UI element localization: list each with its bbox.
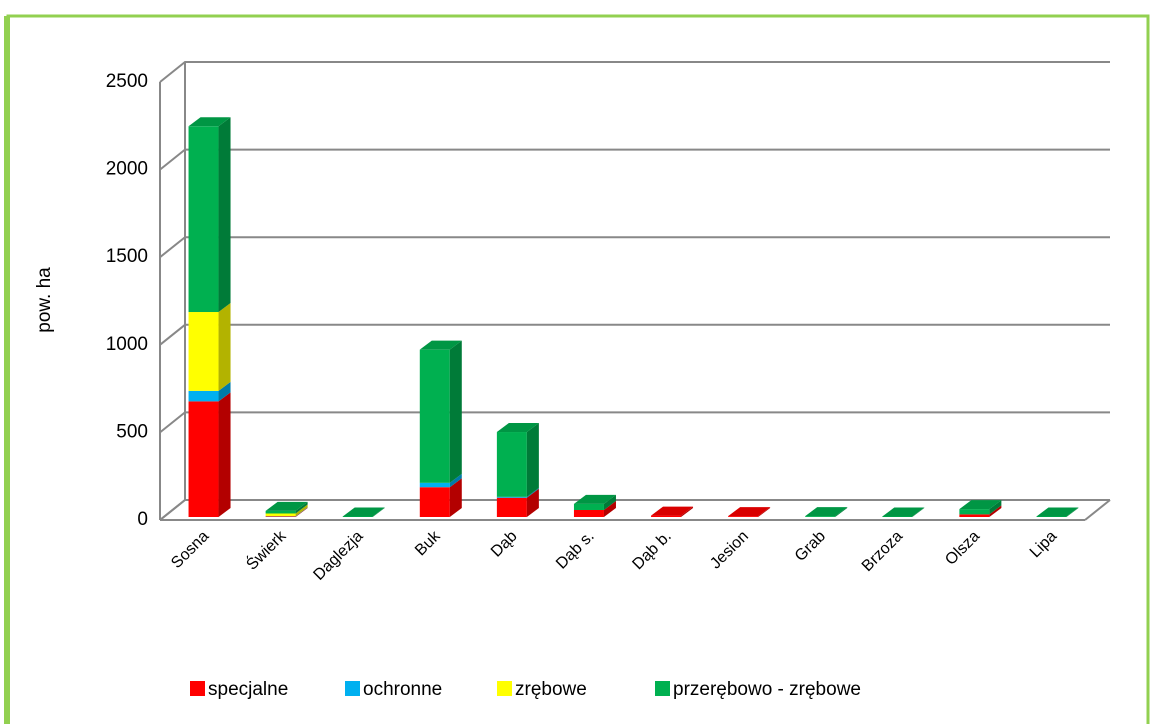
bar-segment [265, 510, 296, 514]
bar-segment [188, 390, 219, 402]
grid-line [159, 236, 1110, 258]
bar-side [218, 303, 231, 391]
bar-segment [188, 312, 219, 391]
grid-line [159, 323, 1110, 346]
bar-side [526, 488, 539, 517]
bar-side [372, 507, 385, 517]
bar-side [758, 507, 771, 517]
y-axis-title: pow. ha [34, 267, 55, 333]
bar-segment [959, 509, 990, 515]
y-tick-label: 500 [116, 421, 148, 442]
grid-line [159, 499, 1110, 521]
bar-segment [342, 516, 373, 517]
bar-top [651, 506, 694, 516]
bar-side [449, 340, 462, 483]
bar-segment [265, 513, 296, 517]
legend-swatch [345, 681, 360, 696]
bar-side [218, 117, 231, 313]
bar-side [603, 494, 616, 510]
bar-segment [188, 126, 219, 313]
bar-side [295, 504, 308, 517]
bar-segment [419, 482, 450, 488]
bar-side [526, 487, 539, 498]
legend-label: specjalne [208, 679, 288, 700]
bar-top [882, 507, 925, 517]
bar-side [295, 507, 308, 517]
bar-side [449, 473, 462, 488]
bar-segment [573, 509, 604, 517]
bar-side [989, 505, 1002, 517]
y-tick-label: 0 [137, 509, 148, 530]
legend-label: przerębowo - zrębowe [673, 679, 861, 700]
legend-label: zrębowe [515, 679, 587, 700]
bar-top [728, 507, 771, 517]
bar-segment [496, 497, 527, 517]
bar-top [342, 507, 385, 517]
bar-side [449, 478, 462, 517]
bar-segment [496, 432, 527, 497]
y-tick-label: 2000 [106, 159, 148, 180]
bar-side [526, 423, 539, 497]
y-tick-label: 2500 [106, 71, 148, 92]
bar-segment [882, 516, 913, 517]
bar-side [989, 500, 1002, 515]
bar-side [912, 507, 925, 517]
bar-segment [1036, 516, 1067, 517]
bar-side [295, 501, 308, 514]
bar-segment [728, 516, 759, 517]
bar-side [218, 381, 231, 402]
bar-top [959, 500, 1002, 510]
floor-right [1084, 499, 1111, 521]
bar-side [603, 500, 616, 517]
grid-line [159, 148, 1110, 171]
legend-swatch [655, 681, 670, 696]
bar-top [419, 340, 462, 350]
bar-segment [496, 496, 527, 498]
legend-swatch [190, 681, 205, 696]
bar-segment [573, 503, 604, 510]
bar-segment [805, 516, 836, 517]
bar-top [1036, 507, 1079, 517]
bar-segment [265, 516, 296, 517]
bar-side [218, 392, 231, 517]
bar-segment [959, 514, 990, 517]
bar-top [188, 117, 231, 127]
frame-edge [4, 16, 10, 724]
bar-top [496, 423, 539, 433]
bar-top [265, 501, 308, 511]
bar-side [295, 507, 308, 517]
bar-side [835, 507, 848, 517]
bar-top [573, 494, 616, 504]
bar-segment [651, 515, 682, 517]
y-tick-label: 1000 [106, 334, 148, 355]
grid-line [159, 61, 1110, 83]
bar-top [805, 507, 848, 517]
grid-line [159, 411, 1110, 434]
frame [6, 14, 1150, 724]
legend-swatch [497, 681, 512, 696]
bar-side [1066, 507, 1079, 517]
y-tick-label: 1500 [106, 246, 148, 267]
legend-label: ochronne [363, 679, 442, 700]
bar-side [681, 506, 694, 517]
bar-segment [419, 349, 450, 483]
bar-segment [419, 487, 450, 517]
bar-segment [188, 401, 219, 517]
